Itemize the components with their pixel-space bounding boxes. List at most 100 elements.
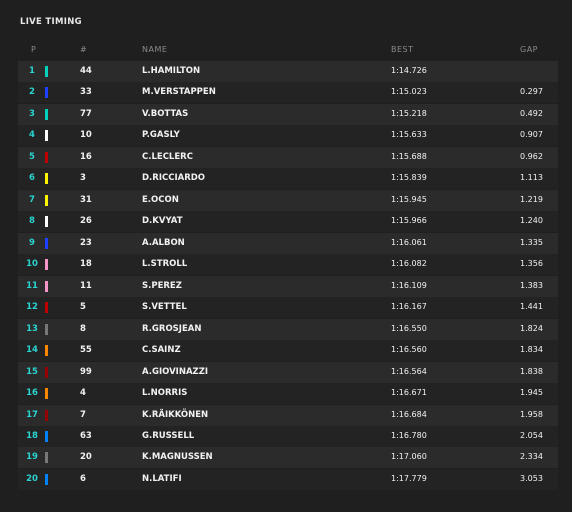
gap: 1.356 <box>520 259 543 269</box>
timing-row: 20 6 N.LATIFI 1:17.779 3.053 <box>18 468 558 490</box>
gap: 2.054 <box>520 430 543 440</box>
team-color-bar <box>45 87 48 99</box>
team-color-bar <box>45 194 48 206</box>
best-lap: 1:16.082 <box>391 259 427 269</box>
car-number: 20 <box>80 452 92 463</box>
timing-row: 18 63 G.RUSSELL 1:16.780 2.054 <box>18 425 558 447</box>
timing-row: 5 16 C.LECLERC 1:15.688 0.962 <box>18 146 558 168</box>
gap: 1.441 <box>520 302 543 312</box>
driver-name: D.KVYAT <box>142 216 183 227</box>
column-header: P <box>31 45 37 54</box>
car-number: 77 <box>80 108 92 119</box>
car-number: 7 <box>80 409 86 420</box>
best-lap: 1:17.779 <box>391 473 427 483</box>
team-color-bar <box>45 345 48 357</box>
car-number: 55 <box>80 345 92 356</box>
team-color-bar <box>45 108 48 120</box>
team-color-bar <box>45 452 48 464</box>
panel-title: LIVE TIMING <box>20 17 82 27</box>
position: 15 <box>26 366 38 377</box>
gap: 0.907 <box>520 130 543 140</box>
gap: 1.240 <box>520 216 543 226</box>
team-color-bar <box>45 173 48 185</box>
gap: 0.962 <box>520 151 543 161</box>
position: 17 <box>26 409 38 420</box>
position: 3 <box>29 108 35 119</box>
timing-row: 8 26 D.KVYAT 1:15.966 1.240 <box>18 211 558 233</box>
best-lap: 1:16.167 <box>391 302 427 312</box>
car-number: 99 <box>80 366 92 377</box>
best-lap: 1:14.726 <box>391 66 427 75</box>
timing-row: 9 23 A.ALBON 1:16.061 1.335 <box>18 232 558 254</box>
gap: 1.945 <box>520 388 543 398</box>
team-color-bar <box>45 430 48 442</box>
car-number: 26 <box>80 216 92 227</box>
best-lap: 1:16.550 <box>391 323 427 333</box>
position: 16 <box>26 388 38 399</box>
team-color-bar <box>45 216 48 228</box>
team-color-bar <box>45 388 48 400</box>
position: 5 <box>29 151 35 162</box>
best-lap: 1:15.633 <box>391 130 427 140</box>
best-lap: 1:15.945 <box>391 194 427 204</box>
position: 10 <box>26 259 38 270</box>
team-color-bar <box>45 130 48 142</box>
car-number: 8 <box>80 323 86 334</box>
driver-name: S.VETTEL <box>142 302 187 313</box>
gap: 0.492 <box>520 108 543 118</box>
gap: 1.958 <box>520 409 543 419</box>
driver-name: A.GIOVINAZZI <box>142 366 209 377</box>
gap: 1.335 <box>520 237 543 247</box>
position: 12 <box>26 302 38 313</box>
timing-row: 15 99 A.GIOVINAZZI 1:16.564 1.838 <box>18 361 558 383</box>
driver-name: D.RICCIARDO <box>142 173 206 184</box>
best-lap: 1:16.684 <box>391 409 427 419</box>
column-header: BEST <box>391 45 414 54</box>
gap: 1.838 <box>520 366 543 376</box>
best-lap: 1:16.780 <box>391 430 427 440</box>
car-number: 16 <box>80 151 92 162</box>
timing-row: 4 10 P.GASLY 1:15.633 0.907 <box>18 125 558 147</box>
car-number: 6 <box>80 473 86 484</box>
driver-name: M.VERSTAPPEN <box>142 87 216 98</box>
team-color-bar <box>45 323 48 335</box>
driver-name: N.LATIFI <box>142 473 182 484</box>
car-number: 18 <box>80 259 92 270</box>
car-number: 3 <box>80 173 86 184</box>
position: 4 <box>29 130 35 141</box>
position: 8 <box>29 216 35 227</box>
best-lap: 1:17.060 <box>391 452 427 462</box>
timing-row: 11 11 S.PEREZ 1:16.109 1.383 <box>18 275 558 297</box>
car-number: 23 <box>80 237 92 248</box>
team-color-bar <box>45 366 48 378</box>
car-number: 44 <box>80 66 92 76</box>
team-color-bar <box>45 302 48 314</box>
driver-name: V.BOTTAS <box>142 108 189 119</box>
driver-name: R.GROSJEAN <box>142 323 202 334</box>
driver-name: P.GASLY <box>142 130 180 141</box>
best-lap: 1:16.671 <box>391 388 427 398</box>
timing-row: 12 5 S.VETTEL 1:16.167 1.441 <box>18 297 558 319</box>
gap: 0.297 <box>520 87 543 97</box>
car-number: 4 <box>80 388 86 399</box>
car-number: 31 <box>80 194 92 205</box>
column-header: GAP <box>520 45 538 54</box>
timing-row: 1 44 L.HAMILTON 1:14.726 <box>18 61 558 82</box>
timing-row: 19 20 K.MAGNUSSEN 1:17.060 2.334 <box>18 447 558 469</box>
car-number: 11 <box>80 280 92 291</box>
driver-name: C.LECLERC <box>142 151 193 162</box>
position: 18 <box>26 430 38 441</box>
driver-name: L.NORRIS <box>142 388 188 399</box>
driver-name: E.OCON <box>142 194 179 205</box>
timing-row: 17 7 K.RÄIKKÖNEN 1:16.684 1.958 <box>18 404 558 426</box>
timing-row: 16 4 L.NORRIS 1:16.671 1.945 <box>18 383 558 405</box>
timing-row: 7 31 E.OCON 1:15.945 1.219 <box>18 189 558 211</box>
position: 14 <box>26 345 38 356</box>
position: 9 <box>29 237 35 248</box>
gap: 1.219 <box>520 194 543 204</box>
best-lap: 1:15.023 <box>391 87 427 97</box>
team-color-bar <box>45 259 48 271</box>
best-lap: 1:16.560 <box>391 345 427 355</box>
gap: 1.834 <box>520 345 543 355</box>
position: 19 <box>26 452 38 463</box>
